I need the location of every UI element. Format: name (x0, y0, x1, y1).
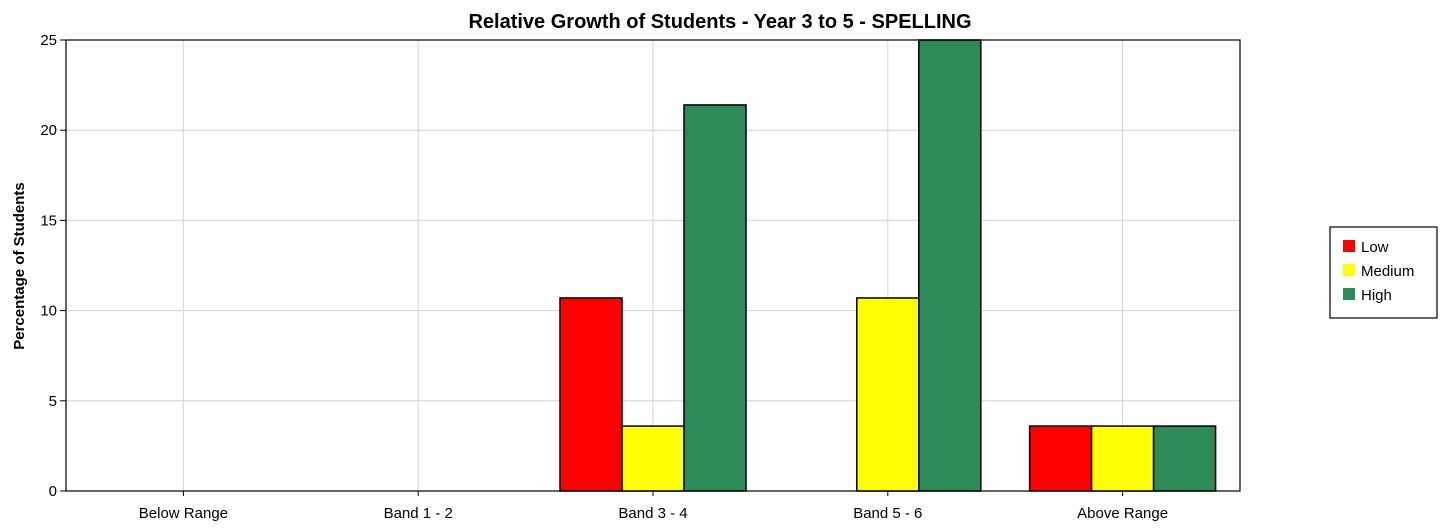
bar-low-4 (1028, 425, 1093, 492)
y-tick-label: 20 (40, 122, 57, 139)
y-tick-label: 5 (49, 393, 57, 410)
y-tick-label: 10 (40, 303, 57, 320)
y-tick-label: 15 (40, 212, 57, 229)
legend-swatch-low (1343, 240, 1355, 252)
bar-medium-3 (856, 297, 920, 492)
legend-swatch-medium (1343, 264, 1355, 276)
y-tick-label: 25 (40, 32, 57, 49)
x-axis-ticks: Below Range Band 1 - 2 Band 3 - 4 Band 5 - … (139, 491, 1168, 522)
grid-lines (66, 40, 1240, 491)
legend-items: Low Medium High (1343, 239, 1414, 304)
y-axis-label: Percentage of Students (11, 182, 28, 350)
legend-label-low: Low (1361, 239, 1389, 256)
bar-medium-2 (621, 425, 685, 492)
chart-title: Relative Growth of Students - Year 3 to … (468, 11, 971, 33)
legend-label-medium: Medium (1361, 263, 1414, 280)
x-tick-label: Band 5 - 6 (853, 505, 922, 522)
x-tick-label: Band 3 - 4 (618, 505, 687, 522)
bar-high-4 (1152, 425, 1217, 492)
x-tick-label: Above Range (1077, 505, 1168, 522)
y-tick-label: 0 (49, 483, 57, 500)
legend: Low Medium High (1329, 226, 1438, 319)
x-tick-label: Band 1 - 2 (384, 505, 453, 522)
legend-swatch-high (1343, 288, 1355, 300)
bar-high-2 (683, 104, 747, 492)
bar-series (559, 39, 1217, 492)
y-axis-ticks: 0 5 10 15 20 25 (40, 32, 66, 500)
bar-medium-4 (1090, 425, 1155, 492)
x-tick-label: Below Range (139, 505, 228, 522)
bar-high-3 (918, 39, 982, 492)
legend-label-high: High (1361, 287, 1392, 304)
bar-low-2 (559, 297, 623, 492)
